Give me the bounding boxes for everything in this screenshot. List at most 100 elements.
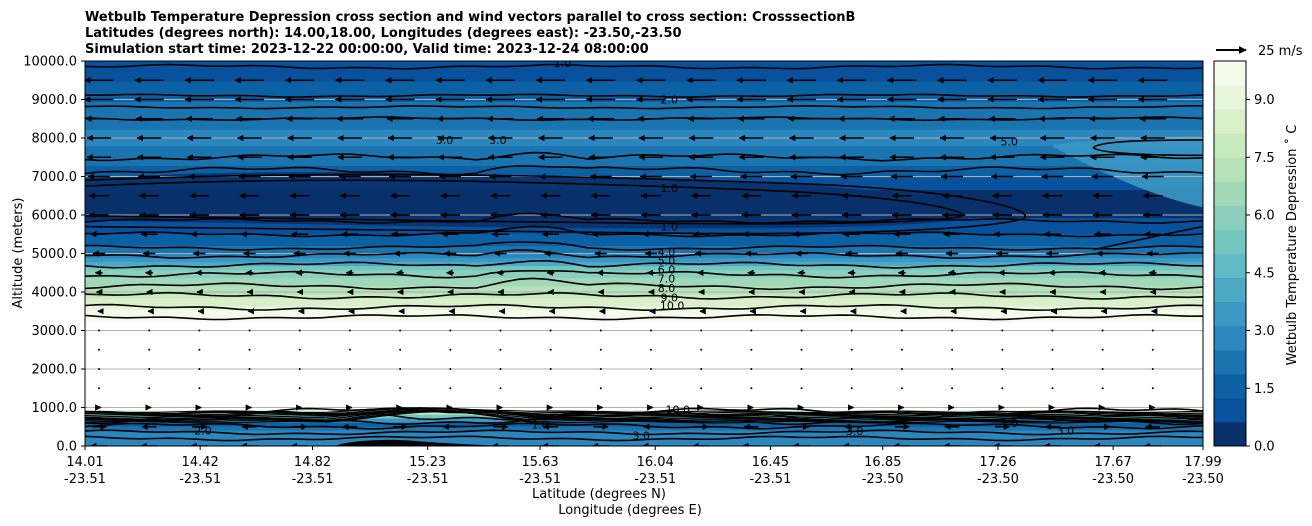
contour-label: 3.0 xyxy=(1057,424,1075,437)
x-tick-label-lat: 15.63 xyxy=(521,455,558,470)
contour-band xyxy=(85,329,1203,335)
wind-vector xyxy=(599,348,602,351)
wind-vector xyxy=(298,368,301,370)
contour-band xyxy=(85,253,1203,259)
contour-band xyxy=(85,401,1203,407)
wind-vector xyxy=(449,329,452,332)
y-tick-label: 6000.0 xyxy=(32,209,78,224)
contour-line xyxy=(85,63,1203,70)
colorbar-tick-label: 6.0 xyxy=(1254,209,1275,224)
contour-band xyxy=(85,345,1203,351)
contour-label: 3.0 xyxy=(436,134,454,147)
x-tick-label-lon: -23.50 xyxy=(1092,472,1134,487)
colorbar-segment xyxy=(1214,85,1246,110)
y-tick-label: 4000.0 xyxy=(32,286,78,301)
contour-line xyxy=(85,165,1203,176)
wind-vector xyxy=(198,329,201,332)
colorbar-segment xyxy=(1214,133,1246,158)
contour-band xyxy=(85,297,1203,303)
contour-band xyxy=(85,73,1203,78)
colorbar-segment xyxy=(1214,253,1246,279)
colorbar-segment xyxy=(1214,349,1246,375)
wind-vector xyxy=(248,348,251,351)
wind-vector xyxy=(298,329,301,332)
wind-vector xyxy=(98,329,101,332)
colorbar-tick-label: 7.5 xyxy=(1254,151,1275,166)
wind-vector xyxy=(900,368,903,370)
contour-label: 9.0 xyxy=(661,292,679,305)
contour-line xyxy=(85,269,1203,279)
y-tick-label: 9000.0 xyxy=(32,93,78,108)
wind-vector xyxy=(499,329,502,332)
x-tick-label-lon: -23.50 xyxy=(1182,472,1224,487)
wind-vector xyxy=(549,348,552,351)
wind-vector xyxy=(700,348,703,351)
contour-band xyxy=(85,333,1203,339)
x-tick-label-lon: -23.51 xyxy=(634,472,676,487)
wind-vector xyxy=(198,368,201,370)
wind-vector xyxy=(700,329,703,332)
contour-band xyxy=(85,405,1203,411)
wind-vector xyxy=(348,387,351,390)
contour-band xyxy=(85,149,1203,154)
contour-label: 1.0 xyxy=(1000,417,1018,430)
contour-line xyxy=(85,429,1203,436)
x-tick-label-lon: -23.51 xyxy=(519,472,561,487)
contour-line xyxy=(85,303,1203,312)
contour-band xyxy=(85,245,1203,251)
y-axis: 0.0 1000.0 2000.0 3000.0 4000.0 5000.0 6000.0 7… xyxy=(23,55,85,455)
contour-band xyxy=(85,301,1203,307)
wind-vector xyxy=(1101,348,1104,351)
wind-vector xyxy=(1051,329,1054,332)
wind-vector xyxy=(900,348,903,351)
wind-vector xyxy=(800,348,803,351)
contour-line xyxy=(85,259,1203,269)
wind-vector xyxy=(650,348,653,351)
wind-vector xyxy=(951,368,954,370)
y-tick-label: 8000.0 xyxy=(32,132,78,147)
chart-title-line-1: Wetbulb Temperature Depression cross sec… xyxy=(85,10,855,25)
contour-line-core xyxy=(85,179,966,225)
contour-line xyxy=(85,241,1203,251)
contour-band xyxy=(85,145,1203,150)
y-tick-label: 10000.0 xyxy=(23,55,77,70)
contour-band xyxy=(85,317,1203,323)
wind-vector xyxy=(1151,368,1154,370)
colorbar-segment xyxy=(1214,229,1246,254)
contour-lines xyxy=(85,63,1203,442)
contour-line-surface xyxy=(85,410,1203,419)
x-tick-label-lon: -23.51 xyxy=(64,472,106,487)
contour-line-right xyxy=(1092,139,1203,157)
wind-vector xyxy=(1001,329,1004,332)
wind-vector xyxy=(700,368,703,370)
x-tick-label-lon: -23.51 xyxy=(749,472,791,487)
colorbar-segment xyxy=(1214,373,1246,399)
contour-line-surface xyxy=(85,410,1203,421)
wind-vector xyxy=(1151,387,1154,390)
colorbar-segment xyxy=(1214,109,1246,134)
x-tick-label-lon: -23.51 xyxy=(292,472,334,487)
contour-band xyxy=(85,249,1203,255)
wind-vector xyxy=(850,387,853,390)
wind-vector xyxy=(98,387,101,390)
contour-label: 3.0 xyxy=(632,429,650,442)
contour-labels: 1.02.03.0 3.0 5.01.01.04.05.06.07.08.09.01… xyxy=(194,61,1075,442)
contour-band xyxy=(85,369,1203,375)
wind-vector xyxy=(148,387,151,390)
contour-band xyxy=(85,285,1203,291)
x-tick-label-lat: 14.42 xyxy=(182,455,219,470)
colorbar-segment xyxy=(1214,181,1246,206)
contour-band xyxy=(85,313,1203,319)
contour-line-surface xyxy=(85,407,1203,414)
wind-vector xyxy=(1151,329,1154,332)
contour-band xyxy=(85,125,1203,130)
contour-band xyxy=(85,273,1203,279)
x-tick-label-lat: 17.67 xyxy=(1095,455,1132,470)
contour-band xyxy=(85,65,1203,70)
contour-line xyxy=(85,104,1203,110)
wind-vector xyxy=(900,387,903,390)
wind-vector xyxy=(1001,368,1004,370)
contour-label: 8.0 xyxy=(658,282,676,295)
contour-band xyxy=(85,309,1203,315)
contour-band xyxy=(85,305,1203,311)
